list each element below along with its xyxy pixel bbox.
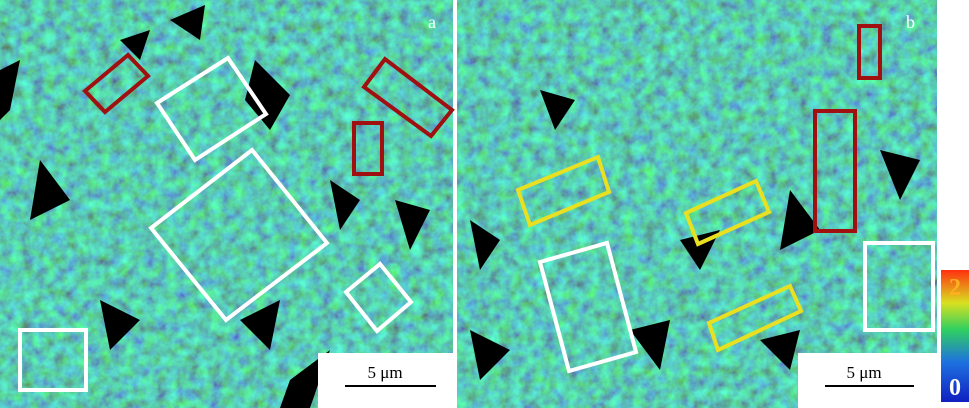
- colorbar-max: 2: [949, 275, 961, 301]
- panel-b: b 5 μm: [457, 0, 937, 408]
- panel-a: a 5 μm: [0, 0, 453, 408]
- figure: a 5 μm b 5 μm 2 0: [0, 0, 969, 408]
- kam-map: [457, 0, 937, 408]
- colorbar-min: 0: [949, 375, 961, 401]
- scale-bar-label: 5 μm: [367, 363, 402, 382]
- panel-label: b: [906, 12, 915, 32]
- panel-label: a: [428, 12, 436, 32]
- scale-bar-label: 5 μm: [846, 363, 881, 382]
